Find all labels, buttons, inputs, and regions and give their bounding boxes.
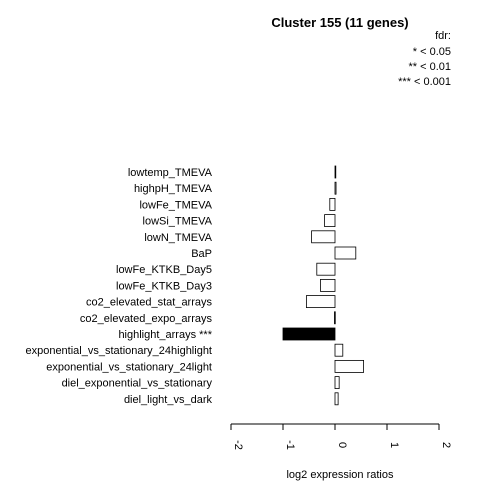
category-label-11: highlight_arrays *** (118, 329, 212, 341)
legend: fdr: * < 0.05 ** < 0.01 *** < 0.001 (398, 30, 451, 88)
category-labels: lowtemp_TMEVA highpH_TMEVA lowFe_TMEVA lowS… (25, 167, 212, 406)
bar-5 (311, 230, 336, 244)
category-label-12: exponential_vs_stationary_24highlight (25, 345, 212, 357)
x-tick-label-3: 0 (336, 442, 348, 448)
category-label-14: diel_exponential_vs_stationary (62, 378, 213, 390)
category-label-8: lowFe_KTKB_Day3 (116, 280, 212, 292)
bar-12 (334, 343, 344, 357)
bar-15 (334, 392, 339, 406)
chart-title: Cluster 155 (11 genes) (271, 15, 408, 30)
bars-group (282, 165, 365, 406)
x-tick-label-1: -2 (232, 440, 244, 450)
category-label-10: co2_elevated_expo_arrays (80, 313, 213, 325)
category-label-13: exponential_vs_stationary_24light (46, 361, 212, 373)
bar-10 (334, 311, 336, 325)
bar-8 (320, 278, 336, 292)
category-label-2: highpH_TMEVA (134, 183, 213, 195)
bar-11 (282, 327, 336, 341)
x-tick-label-5: 2 (440, 442, 452, 448)
x-tick-label-2: -1 (284, 440, 296, 450)
category-label-15: diel_light_vs_dark (124, 394, 213, 406)
x-axis: -2 -1 0 1 2 (230, 423, 452, 450)
bar-14 (334, 376, 340, 390)
legend-entry-3: *** < 0.001 (398, 76, 451, 88)
bar-9 (305, 295, 336, 309)
bar-4 (324, 214, 336, 228)
legend-entry-1: * < 0.05 (413, 46, 451, 58)
x-tick-label-4: 1 (388, 442, 400, 448)
bar-2 (334, 181, 337, 195)
bar-13 (334, 359, 365, 373)
category-label-4: lowSi_TMEVA (143, 216, 213, 228)
x-axis-label: log2 expression ratios (286, 469, 394, 481)
category-label-5: lowN_TMEVA (144, 232, 212, 244)
category-label-9: co2_elevated_stat_arrays (86, 297, 212, 309)
category-label-6: BaP (191, 248, 212, 260)
category-label-7: lowFe_KTKB_Day5 (116, 264, 212, 276)
legend-title: fdr: (435, 30, 451, 42)
category-label-3: lowFe_TMEVA (139, 199, 212, 211)
bar-7 (316, 262, 336, 276)
category-label-1: lowtemp_TMEVA (128, 167, 213, 179)
bar-3 (329, 197, 336, 211)
bar-6 (334, 246, 357, 260)
bar-1 (334, 165, 337, 179)
legend-entry-2: ** < 0.01 (408, 61, 451, 73)
